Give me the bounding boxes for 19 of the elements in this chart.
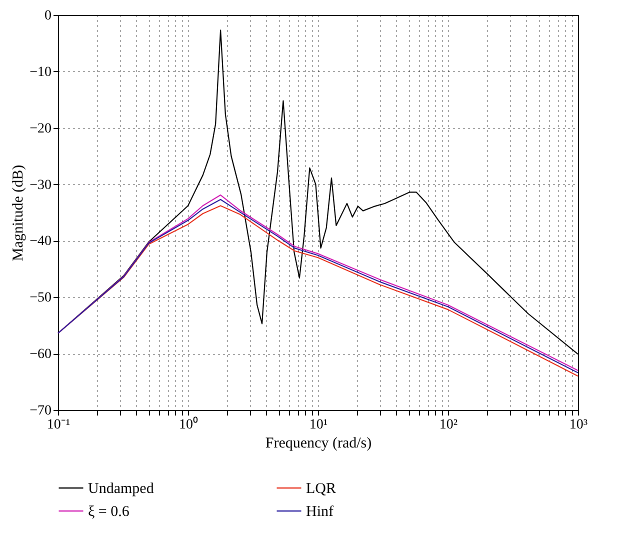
y-tick-label: −50	[30, 290, 52, 306]
y-tick-label: −60	[30, 347, 52, 362]
x-tick-label: 10⁻¹	[46, 418, 70, 432]
legend-label: Undamped	[88, 481, 154, 497]
legend-label: LQR	[306, 481, 336, 497]
y-tick-label: −70	[30, 404, 52, 418]
x-tick-label: 10²	[439, 418, 458, 432]
y-tick-label: −20	[30, 121, 52, 136]
x-axis-title: Frequency (rad/s)	[265, 436, 372, 452]
legend-label: ξ = 0.6	[88, 504, 130, 520]
y-tick-label: 0	[44, 8, 52, 24]
x-tick-label: 10⁰	[179, 416, 198, 432]
legend-label: Hinf	[306, 504, 334, 520]
y-tick-label: −40	[30, 234, 52, 250]
x-tick-label: 10¹	[309, 418, 328, 432]
y-tick-label: −10	[30, 64, 52, 80]
y-tick-label: −30	[30, 178, 52, 193]
x-tick-label: 10³	[569, 418, 588, 432]
y-axis-title: Magnitude (dB)	[10, 164, 27, 262]
